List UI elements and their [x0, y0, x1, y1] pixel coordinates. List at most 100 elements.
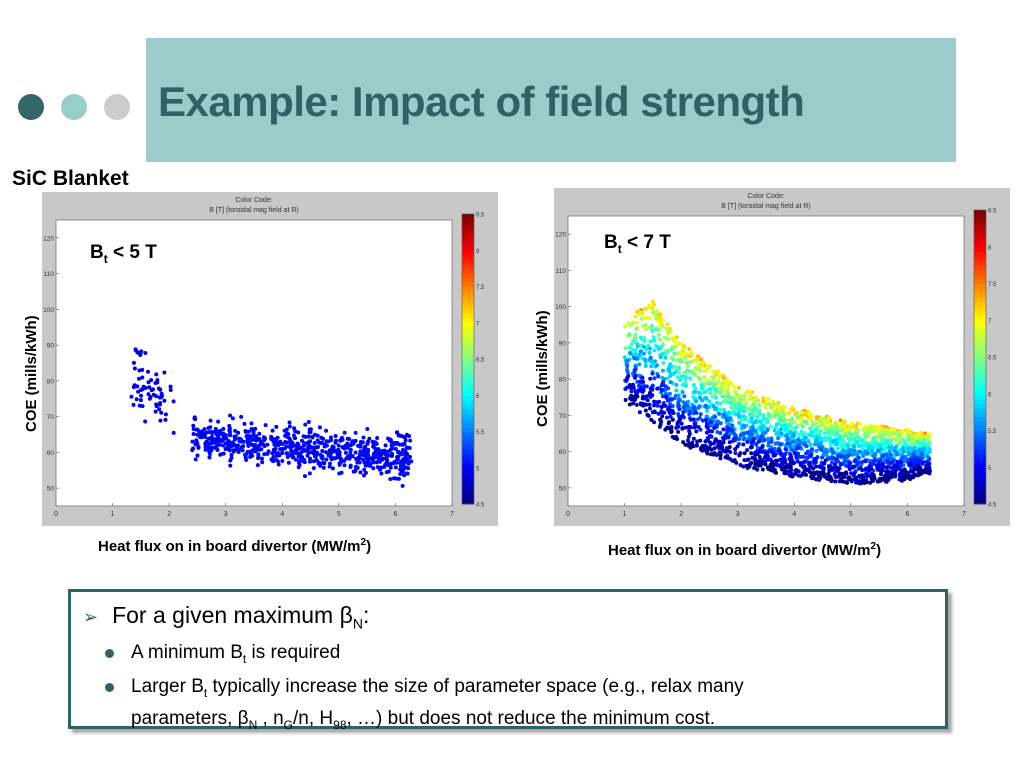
colorbar-segment — [462, 214, 474, 220]
data-point — [196, 444, 201, 449]
data-point — [806, 439, 811, 444]
data-point — [764, 420, 769, 425]
colorbar-segment — [462, 263, 474, 269]
data-point — [284, 444, 289, 449]
data-point — [679, 421, 684, 426]
y-tick-label: 50 — [47, 486, 55, 493]
data-point — [385, 462, 390, 467]
data-point — [288, 438, 293, 443]
data-point — [836, 474, 841, 479]
data-point — [796, 473, 801, 478]
data-point — [831, 429, 836, 434]
data-point — [315, 438, 320, 443]
data-point — [213, 427, 218, 432]
data-point — [782, 456, 787, 461]
data-point — [698, 412, 703, 417]
data-point — [163, 412, 168, 417]
data-point — [324, 439, 329, 444]
data-point — [718, 453, 723, 458]
data-point — [693, 386, 698, 391]
data-point — [675, 375, 680, 380]
data-point — [787, 473, 792, 478]
data-point — [793, 425, 798, 430]
data-point — [882, 443, 887, 448]
data-point — [129, 394, 134, 399]
data-point — [717, 411, 722, 416]
data-point — [301, 434, 306, 439]
data-point — [221, 443, 226, 448]
data-point — [840, 449, 845, 454]
data-point — [656, 346, 661, 351]
data-point — [914, 467, 919, 472]
data-point — [879, 447, 884, 452]
data-point — [647, 316, 652, 321]
bullet-item-2-sub1: N — [248, 717, 258, 732]
colorbar-segment — [974, 435, 986, 441]
colorbar-segment — [462, 218, 474, 224]
data-point — [635, 394, 640, 399]
data-point — [832, 462, 837, 467]
data-point — [852, 448, 857, 453]
data-point — [379, 471, 384, 476]
colorbar-segment — [974, 288, 986, 294]
data-point — [631, 385, 636, 390]
data-point — [138, 398, 143, 403]
data-point — [650, 371, 655, 376]
data-point — [837, 471, 842, 476]
colorbar-segment — [974, 458, 986, 464]
data-point — [736, 385, 741, 390]
data-point — [649, 417, 654, 422]
data-point — [632, 398, 637, 403]
colorbar-segment — [974, 490, 986, 496]
y-tick-label: 90 — [47, 343, 55, 350]
data-point — [647, 402, 652, 407]
data-point — [236, 449, 241, 454]
data-point — [871, 459, 876, 464]
data-point — [659, 404, 664, 409]
data-point — [227, 423, 232, 428]
data-point — [761, 396, 766, 401]
data-point — [637, 362, 642, 367]
data-point — [720, 394, 725, 399]
data-point — [747, 411, 752, 416]
data-point — [691, 417, 696, 422]
data-point — [779, 427, 784, 432]
data-point — [662, 410, 667, 415]
x-tick-label: 3 — [736, 511, 740, 518]
data-point — [874, 441, 879, 446]
data-point — [639, 385, 644, 390]
data-point — [847, 467, 852, 472]
data-point — [408, 438, 413, 443]
data-point — [157, 395, 162, 400]
data-point — [806, 461, 811, 466]
data-point — [293, 450, 298, 455]
data-point — [355, 465, 360, 470]
data-point — [814, 438, 819, 443]
x-tick-label: 0 — [54, 511, 58, 518]
data-point — [156, 386, 161, 391]
data-point — [670, 403, 675, 408]
beta-symbol: β — [339, 602, 353, 628]
colorbar-segment — [974, 315, 986, 321]
data-point — [140, 375, 145, 380]
data-point — [726, 426, 731, 431]
colorbar-segment — [462, 354, 474, 360]
data-point — [287, 424, 292, 429]
data-point — [143, 350, 148, 355]
data-point — [312, 432, 317, 437]
data-point — [865, 430, 870, 435]
data-point — [194, 438, 199, 443]
dot-teal — [61, 94, 87, 120]
data-point — [341, 445, 346, 450]
data-point — [790, 406, 795, 411]
data-point — [776, 436, 781, 441]
data-point — [214, 430, 219, 435]
data-point — [723, 449, 728, 454]
data-point — [782, 471, 787, 476]
data-point — [383, 443, 388, 448]
data-point — [202, 431, 207, 436]
data-point — [150, 387, 155, 392]
colorbar-segment — [974, 361, 986, 367]
data-point — [742, 404, 747, 409]
x-tick-label: 1 — [111, 511, 115, 518]
